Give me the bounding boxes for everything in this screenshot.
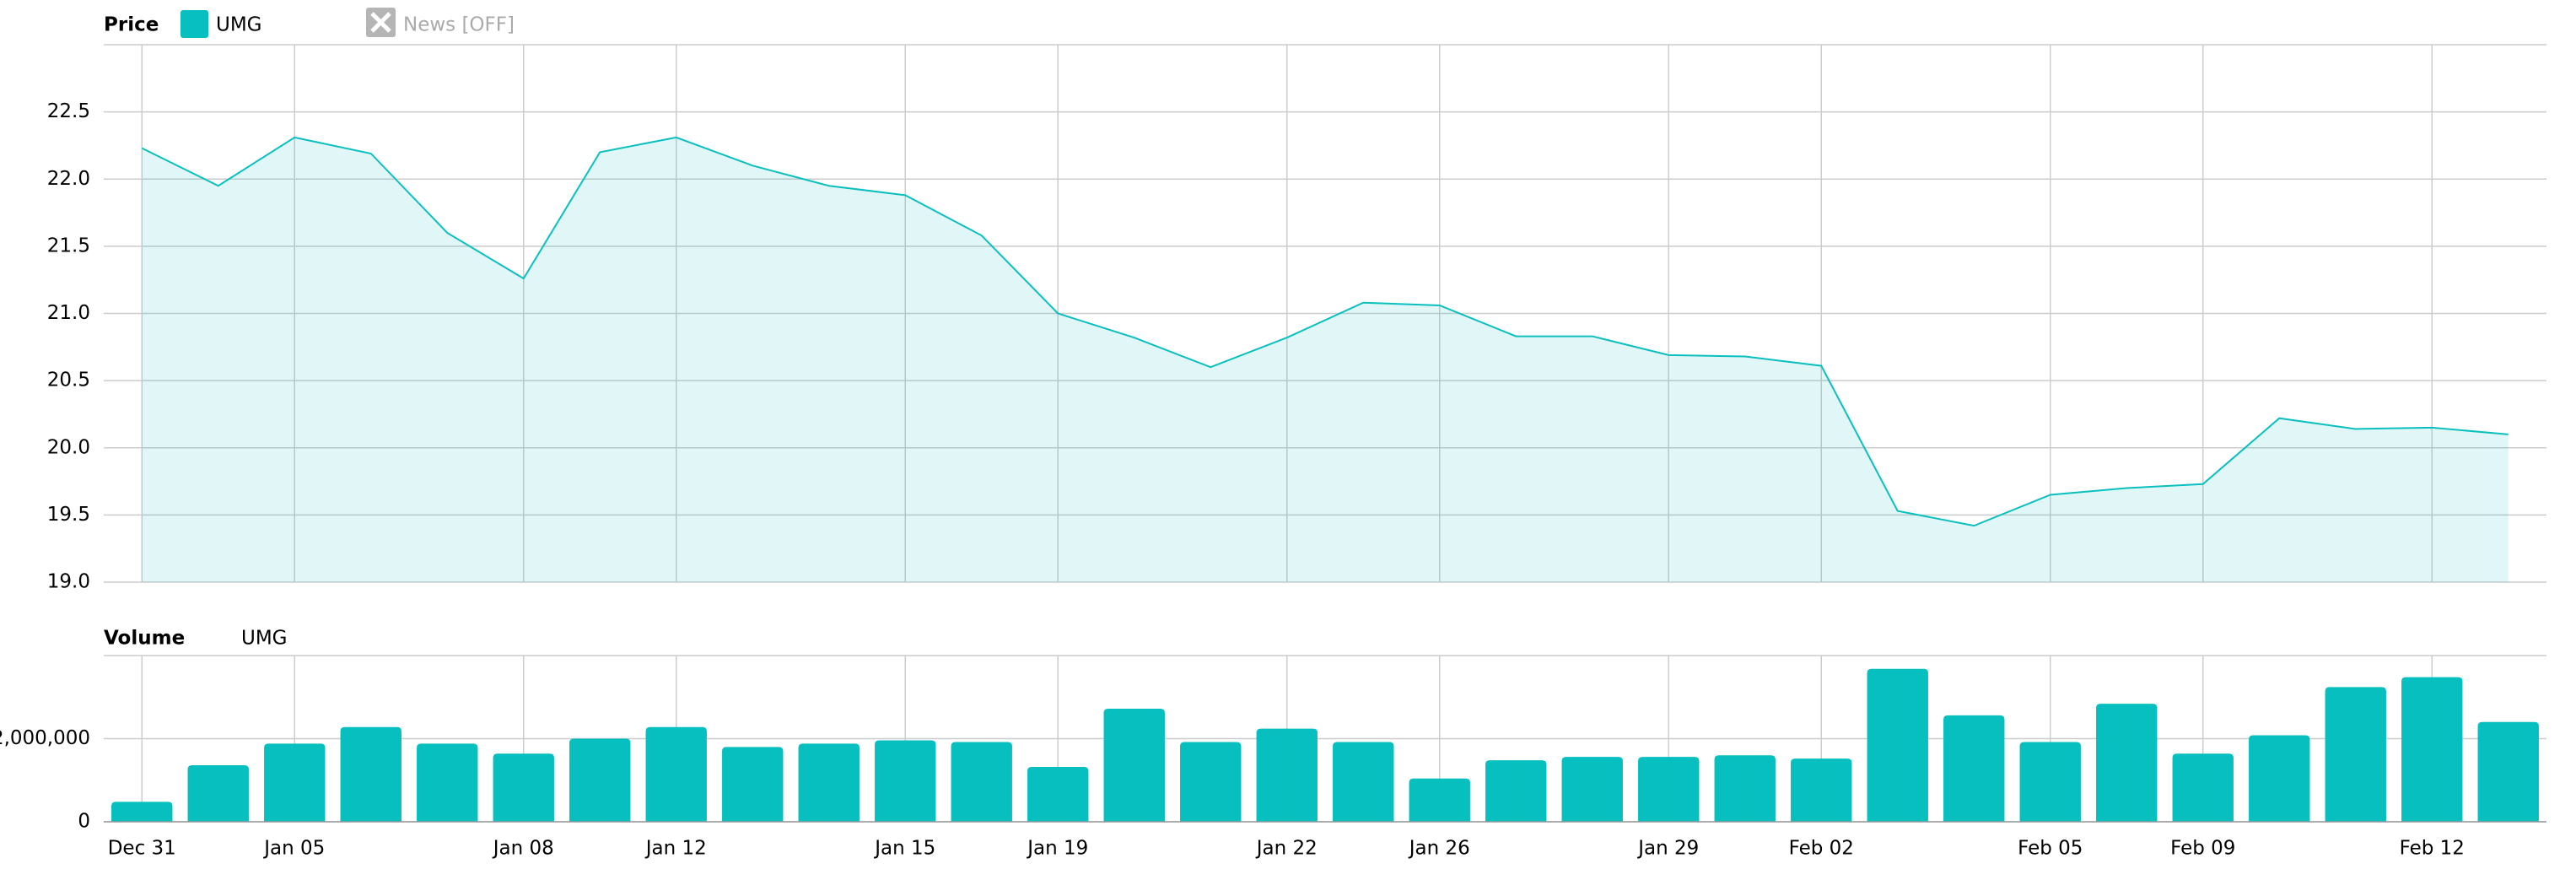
volume-bar — [2019, 742, 2081, 822]
volume-bar — [2172, 753, 2234, 822]
volume-bar — [2325, 687, 2386, 822]
volume-bar — [1027, 766, 1089, 822]
volume-bar — [1638, 757, 1700, 822]
legend-swatch[interactable] — [181, 10, 208, 38]
volume-bar — [645, 726, 707, 822]
volume-bar — [2401, 677, 2463, 822]
x-tick-label: Feb 02 — [1789, 838, 1854, 860]
volume-bar — [1485, 760, 1547, 822]
x-tick-label: Feb 09 — [2170, 838, 2235, 860]
x-tick-label: Jan 08 — [492, 838, 554, 860]
news-toggle[interactable]: News [OFF] — [403, 14, 515, 36]
x-tick-label: Feb 12 — [2400, 838, 2465, 860]
area-fill — [142, 137, 2509, 582]
volume-bar — [1409, 778, 1470, 822]
volume-bar — [1103, 709, 1165, 822]
volume-bar — [417, 743, 478, 822]
y-tick-label: 19.0 — [47, 571, 90, 593]
volume-bar — [1867, 668, 1928, 822]
volume-bar — [1561, 757, 1623, 822]
volume-bar — [111, 802, 173, 822]
volume-bar — [722, 747, 784, 822]
y-tick-label: 22.0 — [47, 168, 90, 190]
legend-label[interactable]: UMG — [216, 14, 262, 36]
volume-bar — [2249, 735, 2310, 822]
news-icon[interactable] — [366, 8, 396, 37]
y-tick-label: 21.0 — [47, 302, 90, 324]
y-tick-label: 20.5 — [47, 370, 90, 391]
volume-bar — [1943, 715, 2005, 822]
volume-bar — [1714, 755, 1776, 822]
volume-bar — [2477, 721, 2539, 822]
x-tick-label: Jan 22 — [1255, 838, 1318, 860]
volume-bar — [264, 743, 326, 822]
volume-legend-label: UMG — [241, 628, 288, 650]
x-tick-label: Feb 05 — [2018, 838, 2083, 860]
price-title: Price — [104, 14, 159, 36]
volume-bar — [569, 738, 631, 822]
x-tick-label: Jan 29 — [1636, 838, 1699, 860]
volume-bar — [187, 765, 249, 822]
volume-bar — [340, 726, 401, 822]
y-tick-label: 19.5 — [47, 504, 90, 526]
volume-bar — [1333, 742, 1394, 822]
x-tick-label: Jan 05 — [262, 838, 325, 860]
x-tick-label: Jan 19 — [1026, 838, 1088, 860]
volume-bar — [1180, 742, 1242, 822]
volume-bar — [1791, 758, 1852, 822]
x-tick-label: Jan 15 — [873, 838, 935, 860]
volume-bar — [2096, 704, 2158, 822]
x-tick-label: Jan 12 — [644, 838, 707, 860]
x-tick-label: Dec 31 — [108, 838, 176, 860]
price-line — [141, 136, 2509, 527]
volume-bar — [798, 743, 860, 822]
volume-title: Volume — [104, 628, 185, 650]
volume-bar — [951, 742, 1012, 822]
x-tick-label: Jan 26 — [1408, 838, 1470, 860]
y-tick-label: 20.0 — [47, 436, 90, 458]
volume-bar — [1256, 728, 1318, 822]
y-tick-label: 0 — [78, 811, 90, 833]
volume-bar — [493, 753, 554, 822]
y-tick-label: 22.5 — [47, 100, 90, 122]
y-tick-label: 21.5 — [47, 235, 90, 256]
y-tick-label: 2,000,000 — [0, 727, 90, 749]
volume-bar — [875, 740, 936, 822]
